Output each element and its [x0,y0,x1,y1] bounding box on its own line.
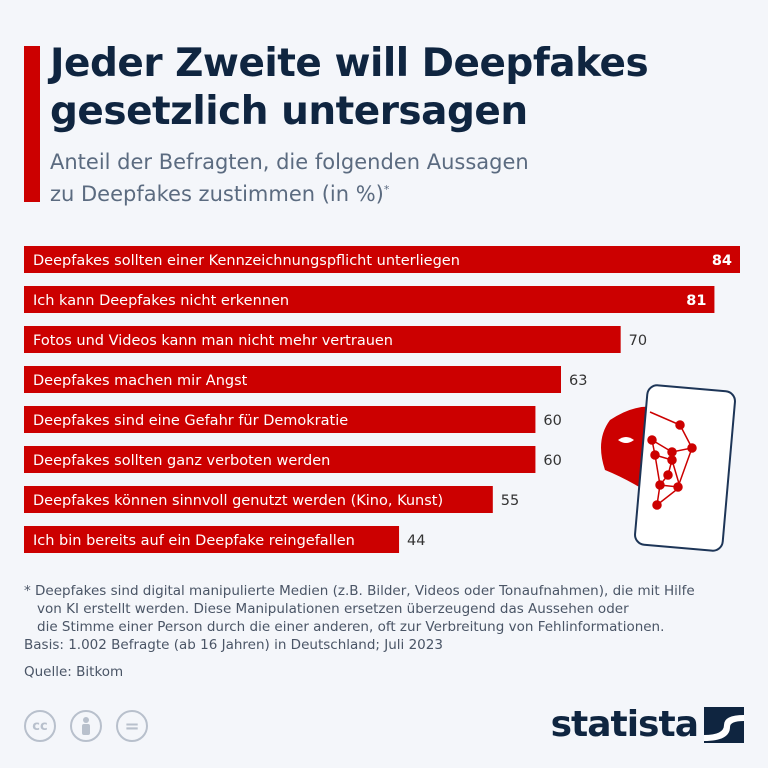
value-label: 70 [629,333,647,349]
footnote-line: von KI erstellt werden. Diese Manipulati… [37,601,629,617]
category-label: Deepfakes machen mir Angst [33,373,248,389]
subtitle-line: Anteil der Befragten, die folgenden Auss… [50,150,529,174]
bar [24,246,740,273]
basis-note: Basis: 1.002 Befragte (ab 16 Jahren) in … [24,637,443,653]
accent-bar [24,46,40,202]
category-label: Deepfakes sollten einer Kennzeichnungspf… [33,253,460,269]
footnote-line: * Deepfakes sind digital manipulierte Me… [24,583,695,599]
category-label: Deepfakes sollten ganz verboten werden [33,453,330,469]
bar [24,526,400,553]
footnote-mark: * [383,183,390,196]
no-derivatives-icon[interactable]: = [116,710,148,742]
person-icon [82,717,90,735]
value-label: 63 [569,373,587,389]
subtitle-line: zu Deepfakes zustimmen (in %) [50,182,384,206]
bar [24,446,536,473]
footnote-line: die Stimme einer Person durch die einer … [37,619,665,635]
logo-text: statista [550,704,699,745]
statista-logo[interactable]: statista [551,704,744,745]
creative-commons-icon[interactable]: cc [24,710,56,742]
bar [24,326,621,353]
value-label: 81 [686,293,706,309]
title-line: Jeder Zweite will Deepfakes [50,41,649,86]
category-label: Fotos und Videos kann man nicht mehr ver… [33,333,393,349]
value-label: 60 [543,453,561,469]
value-label: 55 [501,493,519,509]
statista-logo-icon [704,706,744,743]
category-label: Ich kann Deepfakes nicht erkennen [33,293,289,309]
cc-label: cc [32,718,48,734]
footnote: * Deepfakes sind digital manipulierte Me… [24,582,764,654]
value-label: 84 [712,253,732,269]
value-label: 44 [407,533,425,549]
bar [24,406,536,433]
bar [24,286,715,313]
bar [24,486,493,513]
category-label: Ich bin bereits auf ein Deepfake reingef… [33,533,355,549]
eq-label: = [124,715,140,737]
title-line: gesetzlich untersagen [50,89,528,134]
source-note: Quelle: Bitkom [24,664,124,680]
subtitle: Anteil der Befragten, die folgenden Auss… [50,148,529,208]
deepfake-phone-icon [601,384,736,552]
value-label: 60 [543,413,561,429]
page-title: Jeder Zweite will Deepfakes gesetzlich u… [50,40,649,136]
category-label: Deepfakes können sinnvoll genutzt werden… [33,493,443,509]
category-label: Deepfakes sind eine Gefahr für Demokrati… [33,413,348,429]
bar-chart: Deepfakes sollten einer Kennzeichnungspf… [24,246,740,553]
attribution-icon[interactable] [70,710,102,742]
bar [24,366,561,393]
